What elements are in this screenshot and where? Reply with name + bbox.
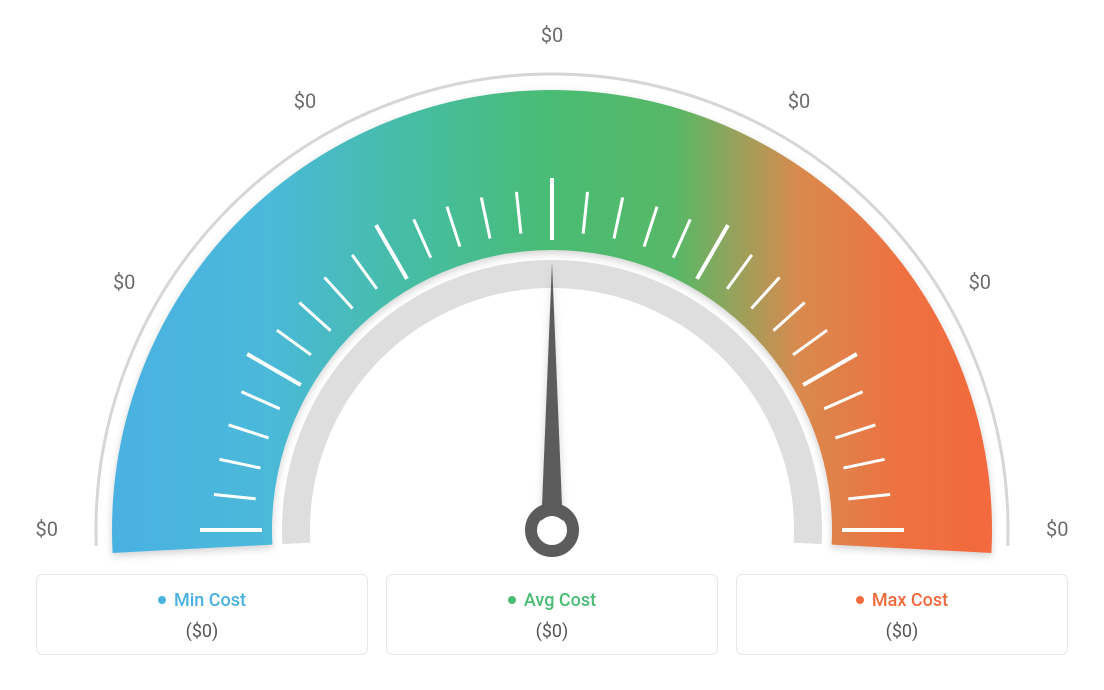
legend-card-min: Min Cost ($0) <box>36 574 368 655</box>
svg-text:$0: $0 <box>541 23 563 47</box>
svg-text:$0: $0 <box>36 517 58 541</box>
svg-text:$0: $0 <box>969 270 991 294</box>
legend-text-min: Min Cost <box>174 590 246 611</box>
legend-row: Min Cost ($0) Avg Cost ($0) Max Cost ($0… <box>30 574 1074 655</box>
legend-value-avg: ($0) <box>397 621 707 642</box>
legend-value-max: ($0) <box>747 621 1057 642</box>
gauge-chart: $0 $0 $0 $0 $0 $0 $0 <box>30 10 1074 570</box>
legend-label-min: Min Cost <box>158 590 246 611</box>
legend-label-max: Max Cost <box>856 590 948 611</box>
svg-text:$0: $0 <box>294 89 316 113</box>
legend-card-max: Max Cost ($0) <box>736 574 1068 655</box>
svg-text:$0: $0 <box>1046 517 1068 541</box>
legend-label-avg: Avg Cost <box>508 590 596 611</box>
dot-icon-min <box>158 596 166 604</box>
legend-card-avg: Avg Cost ($0) <box>386 574 718 655</box>
legend-value-min: ($0) <box>47 621 357 642</box>
dot-icon-avg <box>508 596 516 604</box>
dot-icon-max <box>856 596 864 604</box>
legend-text-max: Max Cost <box>872 590 948 611</box>
svg-text:$0: $0 <box>788 89 810 113</box>
svg-text:$0: $0 <box>113 270 135 294</box>
gauge-svg: $0 $0 $0 $0 $0 $0 $0 <box>32 10 1072 570</box>
legend-text-avg: Avg Cost <box>524 590 596 611</box>
